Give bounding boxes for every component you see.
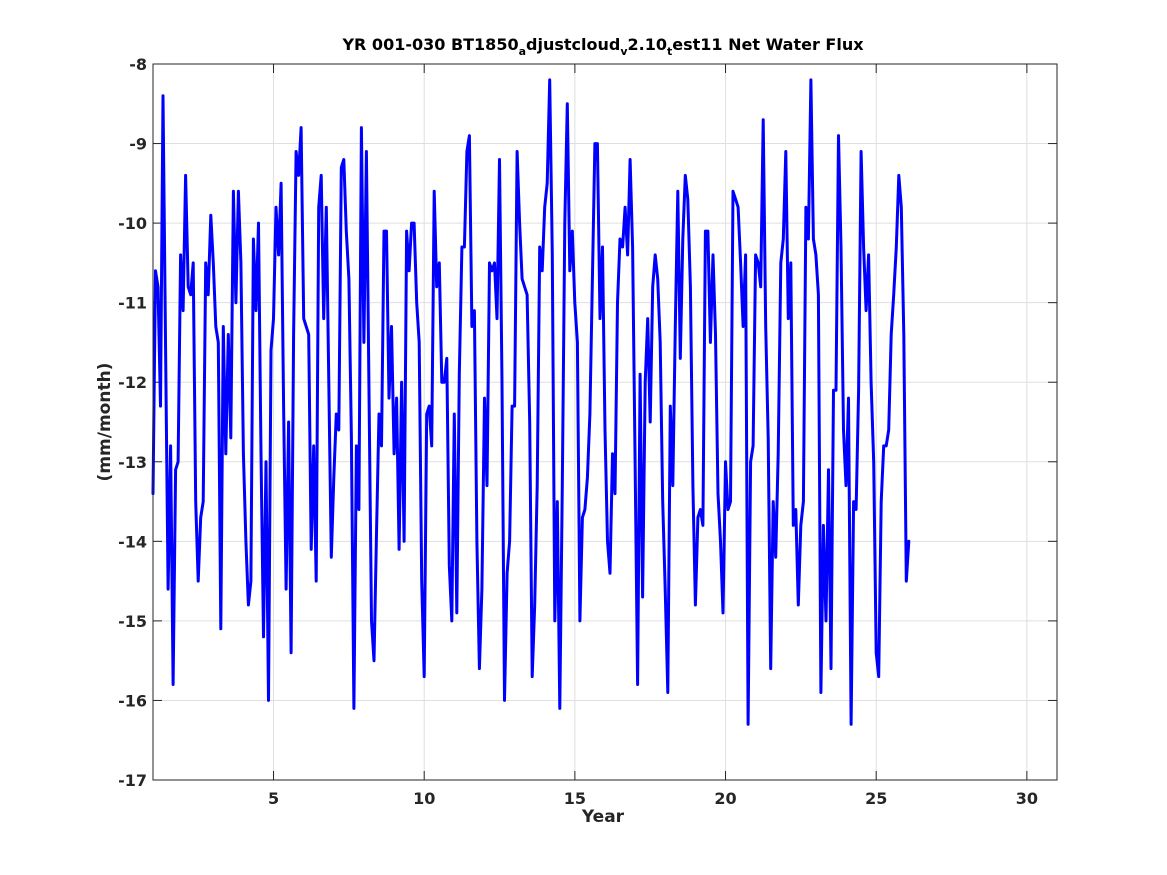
chart-title-segment: 2.10: [628, 35, 667, 54]
y-tick-label: -10: [118, 214, 147, 233]
y-tick-label: -8: [129, 55, 147, 74]
y-tick-label: -15: [118, 612, 147, 631]
chart-title: YR 001-030 BT1850adjustcloudv2.10test11 …: [341, 35, 864, 58]
x-tick-label: 15: [564, 789, 586, 808]
y-tick-labels: -8 -9 -10 -11 -12 -13 -14 -15 -16 -17: [118, 55, 147, 790]
chart-title-subscript: a: [519, 45, 526, 58]
x-tick-label: 30: [1016, 789, 1038, 808]
y-tick-label: -12: [118, 373, 147, 392]
y-tick-label: -16: [118, 691, 147, 710]
x-tick-label: 10: [413, 789, 435, 808]
x-axis-label: Year: [581, 807, 625, 827]
y-tick-label: -14: [118, 532, 147, 551]
chart-title-segment: est11 Net Water Flux: [672, 35, 864, 54]
plot-border: [152, 63, 1058, 781]
y-tick-label: -11: [118, 294, 147, 313]
chart-title-segment: djustcloud: [526, 35, 620, 54]
y-tick-label: -9: [129, 135, 147, 154]
y-tick-label: -13: [118, 453, 147, 472]
x-tick-label: 25: [865, 789, 887, 808]
chart-title-subscript: t: [667, 45, 672, 58]
x-tick-label: 5: [268, 789, 279, 808]
x-tick-labels: 5 10 15 20 25 30: [268, 789, 1038, 808]
y-tick-label: -17: [118, 771, 147, 790]
chart-title-subscript: v: [620, 45, 628, 58]
y-axis-label: (mm/month): [95, 363, 115, 482]
x-tick-label: 20: [714, 789, 736, 808]
chart-title-segment: YR 001-030 BT1850: [341, 35, 518, 54]
series-line: [151, 78, 911, 726]
